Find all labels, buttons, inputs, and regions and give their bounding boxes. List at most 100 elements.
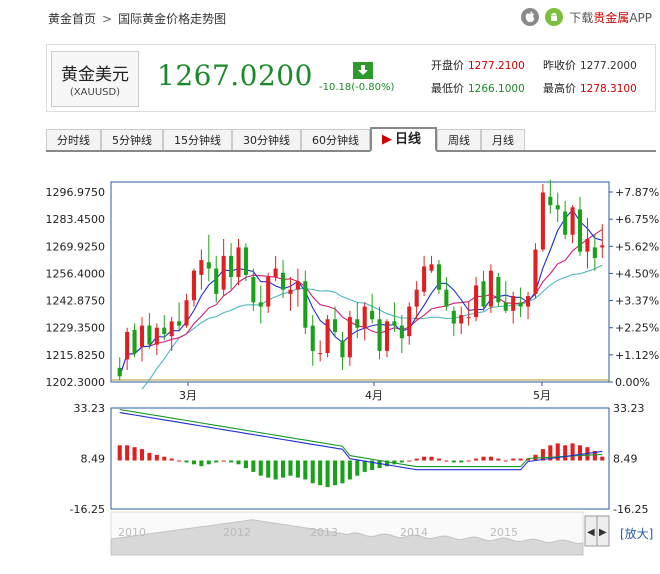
candle-body [429, 264, 434, 271]
macd-histogram-bar [526, 458, 531, 461]
tab-5min[interactable]: 5分钟线 [101, 129, 163, 150]
candle-body [555, 205, 560, 210]
price-axis-label: 1269.9250 [46, 240, 106, 253]
high-value: 1278.3100 [580, 83, 637, 95]
overview-area [110, 519, 584, 556]
tab-60min[interactable]: 60分钟线 [301, 129, 370, 150]
candle-body [132, 329, 137, 354]
download-brand: 贵金属 [593, 10, 630, 25]
macd-histogram-bar [258, 460, 263, 476]
overview-year-label: 2010 [118, 526, 146, 539]
app-download-link[interactable]: 下载贵金属APP [569, 9, 652, 26]
tab-15min[interactable]: 15分钟线 [163, 129, 232, 150]
macd-axis-label-right: 8.49 [613, 453, 638, 466]
macd-histogram-bar [518, 458, 523, 461]
tab-1min[interactable]: 分时线 [46, 129, 101, 150]
candle-body [451, 310, 456, 324]
macd-histogram-bar [154, 454, 159, 461]
candle-body [377, 319, 382, 351]
candle-body [221, 255, 226, 290]
macd-histogram-bar [310, 460, 315, 484]
candle-body [570, 207, 575, 235]
price-axis-label: 1215.8250 [46, 349, 106, 362]
macd-histogram-bar [370, 460, 375, 470]
macd-axis-label: 8.49 [81, 453, 106, 466]
macd-histogram-bar [347, 460, 352, 480]
macd-histogram-bar [555, 443, 560, 461]
macd-histogram-bar [392, 460, 397, 465]
macd-histogram-bar [488, 456, 493, 461]
price-chart: 1296.9750 +7.87% 1283.4500 +6.75% 1269.9250 +… [46, 179, 659, 556]
candle-body [310, 325, 315, 351]
candle-body [288, 289, 293, 294]
breadcrumb-home-link[interactable]: 黄金首页 [48, 12, 97, 26]
macd-histogram-bar [266, 460, 271, 478]
candle-body [295, 281, 300, 290]
macd-histogram-bar [474, 458, 479, 461]
low-value: 1266.1000 [468, 83, 525, 95]
macd-histogram-bar [273, 460, 278, 480]
price-axis-label: 1283.4500 [46, 213, 106, 226]
price-axis-label: 1202.3000 [46, 376, 106, 389]
candle-body [147, 325, 152, 345]
macd-histogram-bar [503, 460, 508, 462]
candle-body [355, 319, 360, 328]
macd-histogram-bar [600, 456, 605, 461]
macd-histogram-bar [229, 460, 234, 463]
candle-body [340, 340, 345, 358]
macd-histogram-bar [318, 460, 323, 486]
candle-body [243, 247, 248, 275]
apple-icon[interactable] [521, 8, 540, 26]
candle-body [488, 270, 493, 307]
macd-histogram-bar [592, 451, 597, 461]
pct-axis-label: +3.37% [615, 295, 659, 308]
scroll-left-icon: ◀ [587, 527, 595, 538]
low-price: 最低价 1266.1000 [431, 80, 525, 96]
tab-weekly[interactable]: 周线 [437, 129, 482, 150]
period-tabs: 分时线 5分钟线 15分钟线 30分钟线 60分钟线 ▶ 日线 周线 月线 [46, 127, 656, 152]
ma5-line [119, 208, 603, 377]
overview-year-label: 2014 [400, 526, 428, 539]
candle-body [370, 310, 375, 320]
macd-histogram-bar [436, 458, 441, 461]
tab-daily-label: 日线 [395, 132, 422, 147]
candle-body [251, 277, 256, 303]
price-axis-label: 1256.4000 [46, 267, 106, 280]
overview-year-label: 2012 [223, 526, 251, 539]
macd-histogram-bar [496, 458, 501, 461]
macd-histogram-bar [191, 460, 196, 465]
macd-histogram-bar [422, 456, 427, 461]
zoom-button[interactable]: [放大] [620, 526, 653, 541]
macd-histogram-bar [221, 460, 226, 462]
dif-line [119, 412, 603, 471]
android-icon[interactable] [545, 8, 564, 26]
macd-histogram-bar [303, 460, 308, 480]
candle-body [436, 264, 441, 290]
download-prefix: 下载 [569, 10, 594, 25]
candle-body [592, 247, 597, 258]
macd-histogram-bar [332, 460, 338, 486]
tab-monthly[interactable]: 月线 [481, 129, 526, 150]
candle-body [548, 196, 553, 206]
candle-body [266, 277, 271, 307]
candle-body [191, 270, 196, 301]
pct-axis-label: +2.25% [615, 322, 659, 335]
month-label: 3月 [179, 389, 197, 402]
tab-30min[interactable]: 30分钟线 [232, 129, 301, 150]
candle-body [206, 262, 211, 269]
candle-body [169, 321, 174, 337]
low-label: 最低价 [431, 82, 464, 95]
candle-body [125, 331, 130, 360]
macd-histogram-bar [214, 460, 219, 463]
candle-body [347, 317, 352, 358]
prev-close: 昨收价 1277.2000 [543, 57, 637, 73]
candle-body [511, 296, 516, 311]
pct-axis-label: +7.87% [615, 186, 659, 199]
active-tab-marker-icon: ▶ [382, 132, 392, 147]
current-price: 1267.0200 [157, 59, 313, 92]
macd-histogram-bar [459, 460, 464, 463]
macd-histogram-bar [511, 458, 516, 461]
tab-daily[interactable]: ▶ 日线 [370, 127, 438, 152]
overview-year-label: 2013 [310, 526, 338, 539]
candle-body [481, 281, 486, 307]
